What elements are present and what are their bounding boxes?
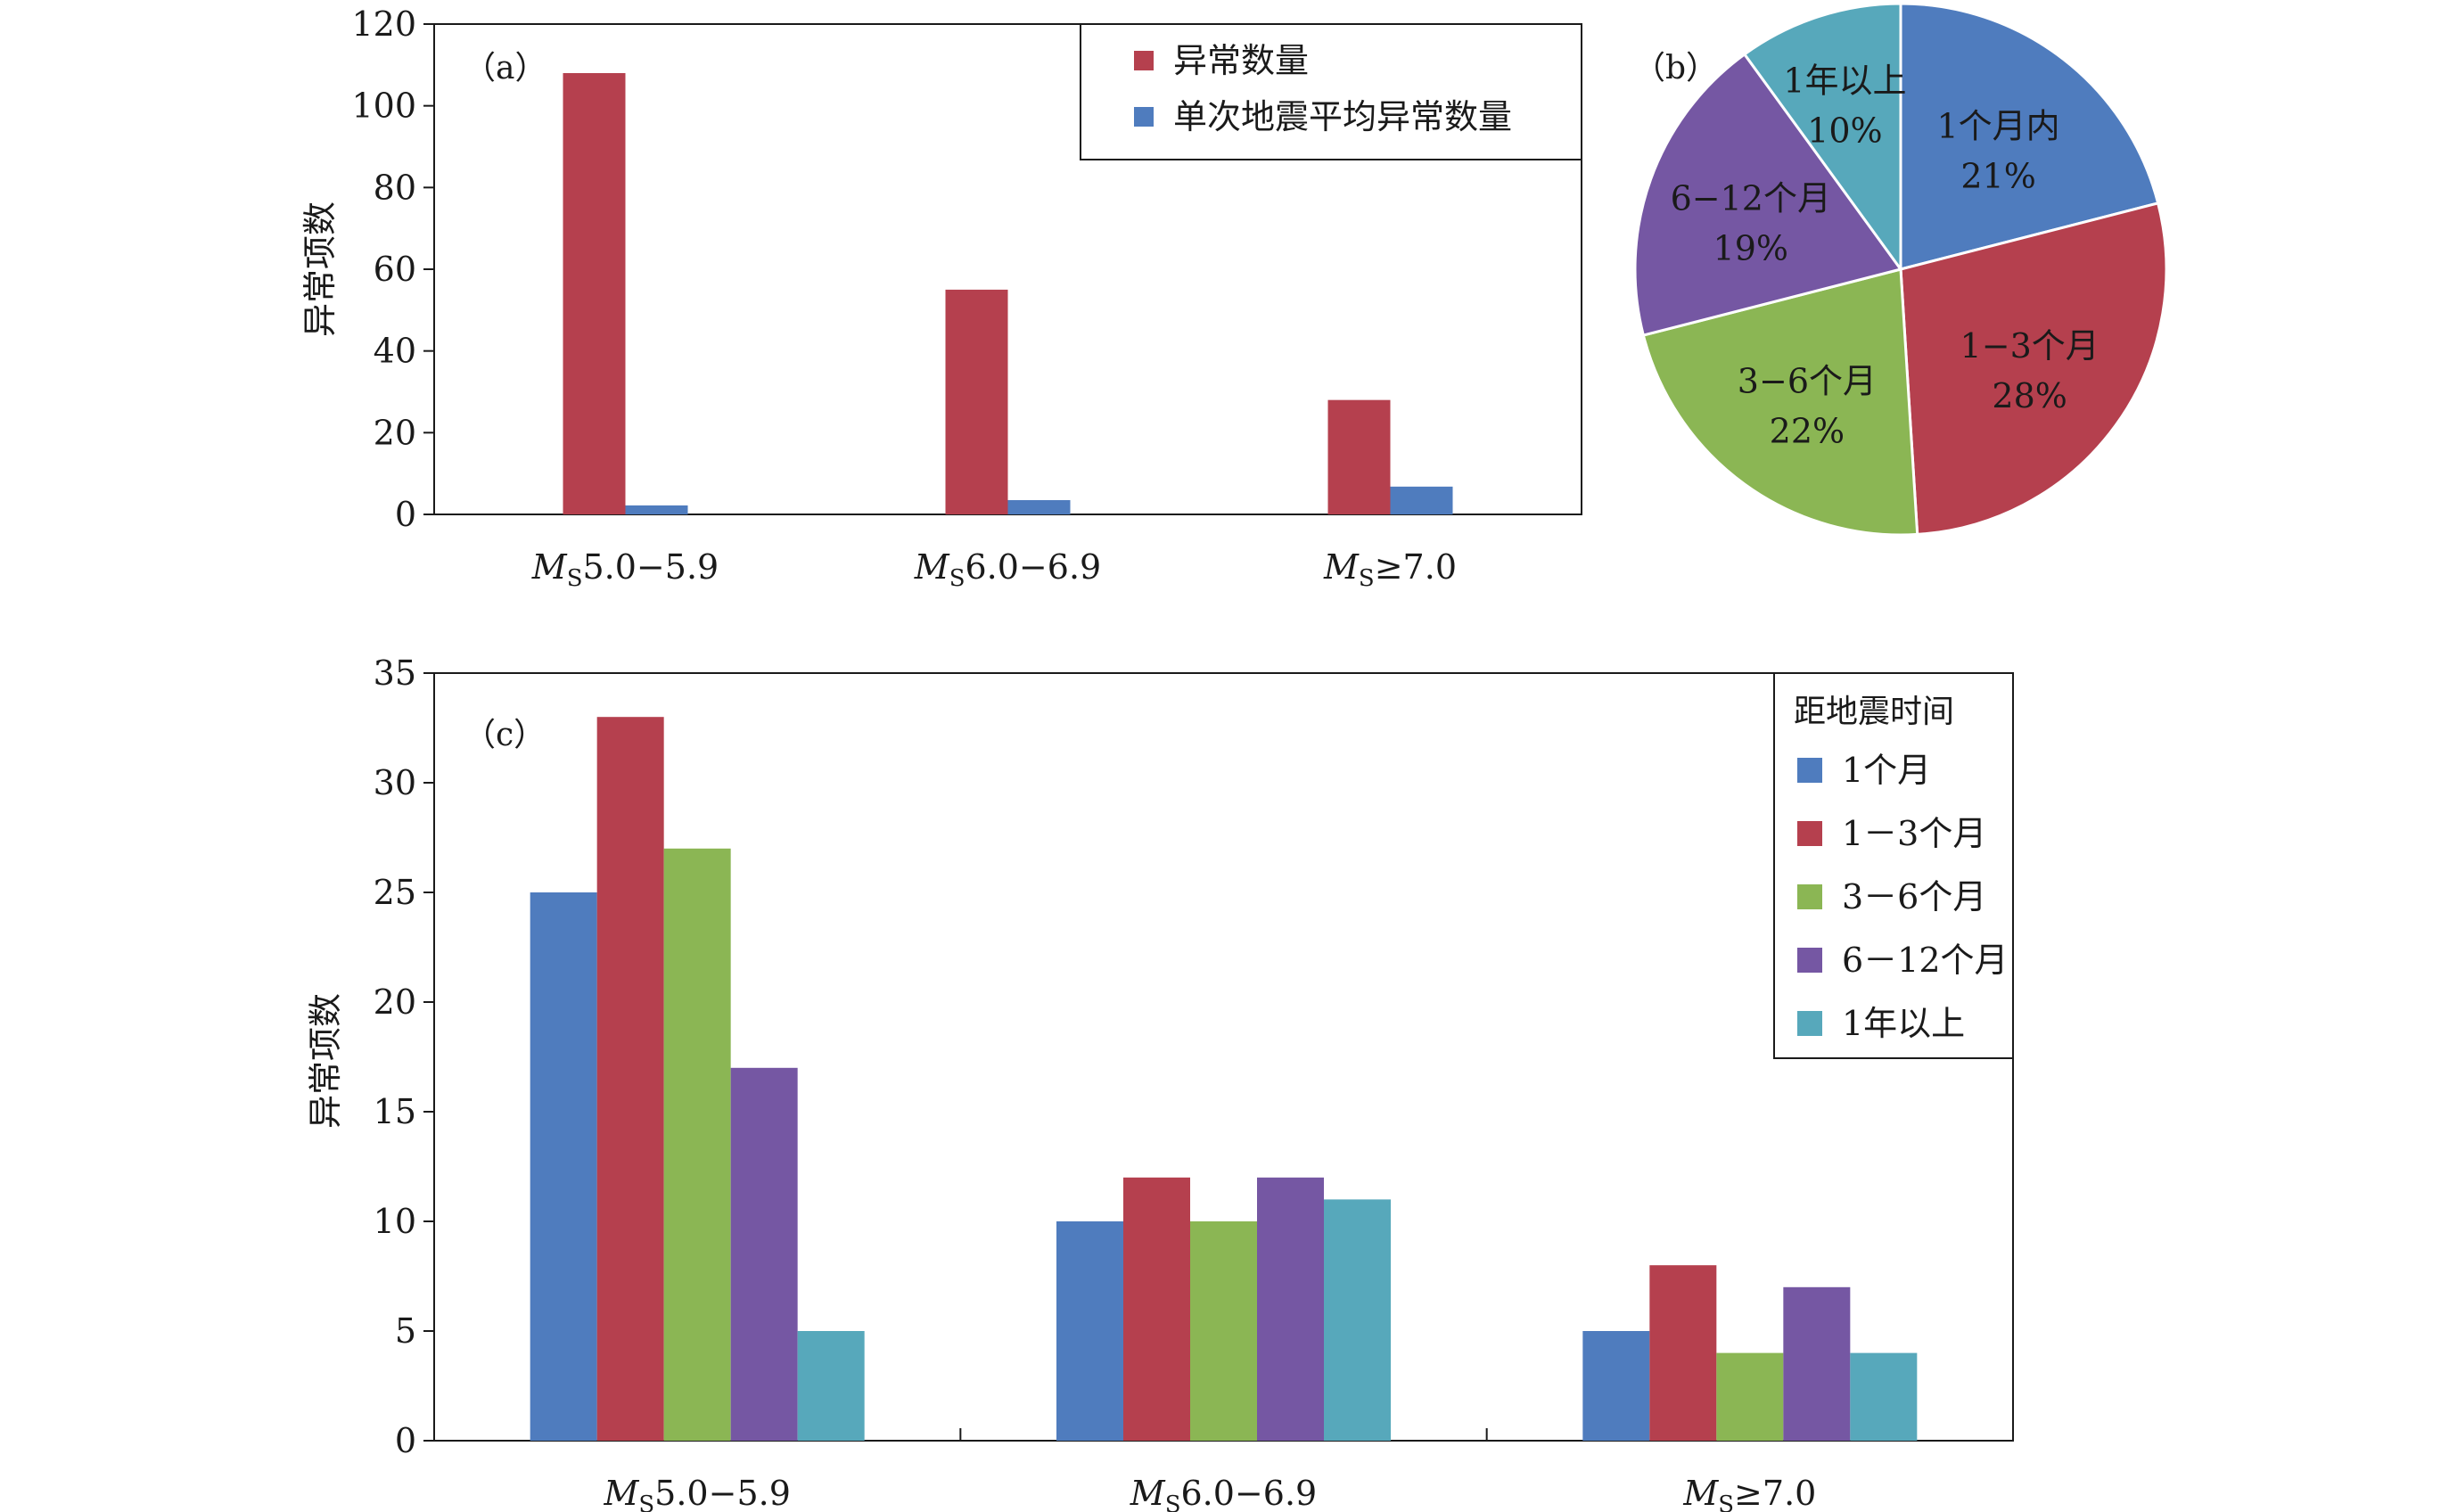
panel-c-y-tick-label: 15 bbox=[374, 1092, 416, 1131]
panel-c-bar-s3-c0 bbox=[730, 1067, 798, 1441]
panel-b-slice-name-0: 1个月内 bbox=[1936, 107, 2059, 146]
panel-c-y-tick-label: 25 bbox=[374, 873, 416, 912]
panel-c-legend-label-0: 1个月 bbox=[1842, 751, 1931, 790]
panel-c-x-tick-label-0: MS5.0−5.9 bbox=[603, 1474, 790, 1512]
panel-b: 1个月内21%1−3个月28%3−6个月22%6−12个月19%1年以上10% … bbox=[1633, 2, 2168, 537]
panel-a-bar-s0-c2 bbox=[1327, 399, 1391, 514]
panel-b-slice-2 bbox=[1641, 267, 1919, 537]
panel-b-slice-percent-3: 19% bbox=[1713, 228, 1788, 267]
panel-c-bar-s2-c2 bbox=[1716, 1352, 1784, 1441]
panel-b-slice-name-4: 1年以上 bbox=[1783, 61, 1906, 100]
panel-c-y-axis-label: 异常项数 bbox=[306, 993, 345, 1129]
panel-b-slice-percent-0: 21% bbox=[1960, 157, 2035, 196]
panel-c-bar-s1-c1 bbox=[1123, 1177, 1190, 1441]
panel-a-legend-swatch-1 bbox=[1134, 107, 1154, 127]
panel-a-label: （a） bbox=[464, 50, 546, 86]
panel-b-slice-percent-1: 28% bbox=[1992, 376, 2067, 415]
panel-b-slice-4 bbox=[1742, 2, 1902, 274]
panel-c-x-axis-labels: MS5.0−5.9 MS6.0−6.9 MS≥7.0 bbox=[603, 1428, 1816, 1512]
panel-c-bar-s4-c0 bbox=[797, 1331, 865, 1441]
panel-a-legend-label-1: 单次地震平均异常数量 bbox=[1173, 97, 1512, 136]
panel-a-bar-s1-c0 bbox=[625, 505, 688, 514]
panel-a-y-axis: 0 20 40 60 80 100 120 bbox=[351, 4, 434, 534]
panel-b-slice-percent-4: 10% bbox=[1807, 111, 1882, 150]
panel-c-legend: 距地震时间 1个月 1－3个月 3－6个月 6－12个月 1年以上 bbox=[1773, 672, 2014, 1059]
panel-c-x-tick-label-2: MS≥7.0 bbox=[1682, 1474, 1816, 1512]
panel-c-bar-s4-c2 bbox=[1850, 1352, 1918, 1441]
panel-b-slice-0 bbox=[1899, 2, 2160, 271]
panel-c-bars bbox=[530, 717, 1918, 1441]
panel-c-legend-swatch-4 bbox=[1797, 1011, 1822, 1036]
panel-c-legend-swatch-2 bbox=[1797, 884, 1822, 909]
panel-a-bar-s0-c0 bbox=[563, 73, 626, 514]
panel-c-bar-s2-c1 bbox=[1190, 1221, 1257, 1441]
panel-a-x-tick-label-1: MS6.0−6.9 bbox=[914, 547, 1101, 592]
panel-b-slice-name-3: 6−12个月 bbox=[1671, 178, 1831, 218]
panel-a-y-axis-label: 异常项数 bbox=[300, 201, 340, 337]
panel-c-bar-s3-c1 bbox=[1257, 1177, 1324, 1441]
panel-c-bar-s2-c0 bbox=[663, 848, 731, 1441]
panel-a-y-tick-label: 60 bbox=[374, 250, 416, 289]
panel-a-x-axis-labels: MS5.0−5.9 MS6.0−6.9 MS≥7.0 bbox=[531, 547, 1457, 592]
panel-c-y-axis: 0 5 10 15 20 25 30 35 bbox=[374, 653, 434, 1460]
panel-c-legend-label-3: 6－12个月 bbox=[1842, 941, 2009, 980]
panel-c-legend-label-2: 3－6个月 bbox=[1842, 877, 1986, 916]
panel-a-legend-label-0: 异常数量 bbox=[1173, 41, 1309, 80]
panel-c-y-tick-label: 5 bbox=[395, 1311, 416, 1351]
panel-c-bar-s3-c2 bbox=[1783, 1286, 1851, 1441]
panel-c-x-tick-label-1: MS6.0−6.9 bbox=[1130, 1474, 1317, 1512]
panel-c-bar-s0-c2 bbox=[1582, 1331, 1650, 1441]
panel-a-x-tick-label-0: MS5.0−5.9 bbox=[531, 547, 719, 592]
panel-b-pie-labels: 1个月内 21% 1−3个月 28% 3−6个月 22% 6−12个月 19% 1年以上 10% bbox=[1671, 61, 2100, 450]
panel-a-y-tick-label: 120 bbox=[351, 4, 416, 44]
panel-a-bars bbox=[563, 73, 1453, 514]
panel-a: 0 20 40 60 80 100 120 MS5.0−5.9 MS6.0−6.9 MS≥7.0… bbox=[300, 4, 1582, 592]
panel-c-y-tick-label: 20 bbox=[374, 982, 416, 1022]
panel-c-legend-swatch-3 bbox=[1797, 948, 1822, 973]
panel-a-y-tick-label: 100 bbox=[351, 86, 416, 126]
panel-c-bar-s1-c2 bbox=[1649, 1265, 1717, 1441]
panel-a-x-tick-label-2: MS≥7.0 bbox=[1323, 547, 1457, 592]
panel-c-y-tick-label: 35 bbox=[374, 653, 416, 693]
panel-c-bar-s0-c1 bbox=[1056, 1221, 1123, 1441]
panel-c-legend-box bbox=[1773, 672, 2014, 1059]
panel-c-label: （c） bbox=[464, 717, 546, 753]
panel-b-label: （b） bbox=[1633, 50, 1718, 86]
panel-a-y-tick-label: 0 bbox=[395, 495, 416, 534]
panel-a-legend-box bbox=[1080, 23, 1582, 160]
panel-c-legend-label-1: 1－3个月 bbox=[1842, 814, 1986, 853]
panel-b-slice-name-1: 1−3个月 bbox=[1960, 326, 2100, 366]
panel-c-legend-label-4: 1年以上 bbox=[1842, 1004, 1965, 1043]
panel-c-legend-title: 距地震时间 bbox=[1794, 694, 1954, 730]
panel-a-y-tick-label: 80 bbox=[374, 168, 416, 207]
panel-c-y-tick-label: 10 bbox=[374, 1202, 416, 1241]
panel-a-legend-swatch-0 bbox=[1134, 51, 1154, 70]
panel-b-slice-1 bbox=[1899, 201, 2168, 537]
panel-b-pie bbox=[1633, 2, 2168, 537]
panel-c-bar-s1-c0 bbox=[596, 717, 664, 1441]
panel-a-bar-s1-c2 bbox=[1390, 486, 1453, 514]
panel-c-y-tick-label: 0 bbox=[395, 1421, 416, 1460]
panel-c-legend-swatch-0 bbox=[1797, 758, 1822, 783]
panel-b-slice-percent-2: 22% bbox=[1770, 412, 1845, 451]
panel-c-y-tick-label: 30 bbox=[374, 763, 416, 802]
panel-a-bar-s0-c1 bbox=[945, 289, 1008, 514]
panel-a-y-tick-label: 20 bbox=[374, 413, 416, 452]
panel-b-slice-name-2: 3−6个月 bbox=[1738, 362, 1877, 401]
panel-b-slice-3 bbox=[1633, 52, 1903, 337]
panel-a-y-tick-label: 40 bbox=[374, 332, 416, 371]
panel-c-legend-swatch-1 bbox=[1797, 821, 1822, 846]
panel-c-bar-s0-c0 bbox=[530, 892, 597, 1441]
panel-c-bar-s4-c1 bbox=[1324, 1199, 1391, 1441]
panel-a-bar-s1-c1 bbox=[1007, 499, 1071, 514]
